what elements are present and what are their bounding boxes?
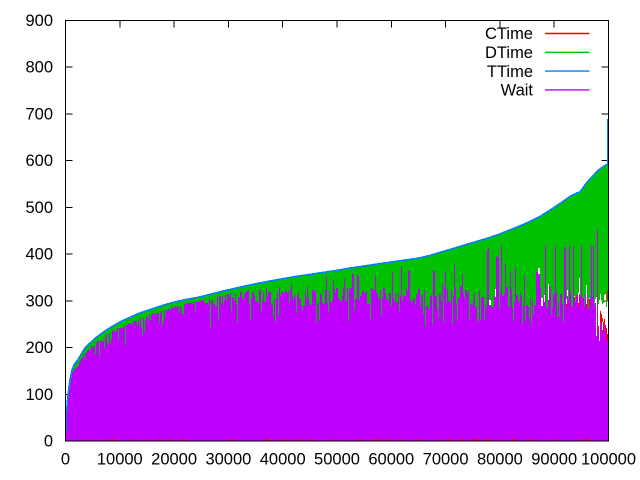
svg-text:400: 400 [25, 246, 53, 264]
svg-text:500: 500 [25, 199, 53, 217]
svg-text:60000: 60000 [368, 451, 414, 469]
svg-text:80000: 80000 [477, 451, 523, 469]
svg-text:TTime: TTime [487, 63, 533, 81]
svg-text:70000: 70000 [423, 451, 469, 469]
svg-text:800: 800 [25, 59, 53, 77]
svg-text:0: 0 [44, 433, 53, 451]
svg-text:40000: 40000 [260, 451, 306, 469]
svg-text:Wait: Wait [501, 82, 534, 100]
svg-text:100: 100 [25, 386, 53, 404]
svg-text:100000: 100000 [581, 451, 636, 469]
svg-text:700: 700 [25, 105, 53, 123]
svg-text:90000: 90000 [531, 451, 577, 469]
svg-text:20000: 20000 [151, 451, 197, 469]
svg-text:30000: 30000 [205, 451, 251, 469]
svg-text:300: 300 [25, 292, 53, 310]
svg-text:10000: 10000 [97, 451, 143, 469]
svg-text:200: 200 [25, 339, 53, 357]
svg-text:900: 900 [25, 12, 53, 30]
svg-text:600: 600 [25, 152, 53, 170]
svg-text:0: 0 [61, 451, 70, 469]
svg-text:CTime: CTime [485, 25, 533, 43]
svg-text:DTime: DTime [485, 44, 533, 62]
svg-text:50000: 50000 [314, 451, 360, 469]
